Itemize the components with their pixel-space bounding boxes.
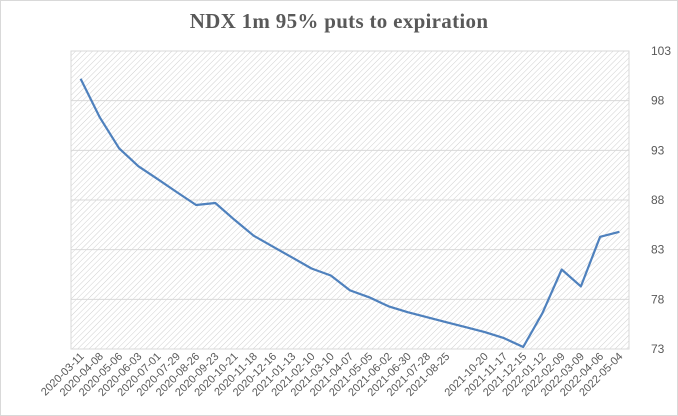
x-axis-ticks: 2020-03-112020-04-082020-05-062020-06-03… bbox=[39, 351, 625, 399]
y-tick-label: 78 bbox=[651, 292, 665, 306]
y-tick-label: 73 bbox=[651, 342, 665, 356]
y-tick-label: 103 bbox=[651, 44, 671, 58]
y-tick-label: 93 bbox=[651, 143, 665, 157]
y-gridlines bbox=[71, 50, 629, 350]
y-axis-ticks: 73 78 83 88 93 98 103 bbox=[651, 44, 671, 356]
chart-title: NDX 1m 95% puts to expiration bbox=[189, 9, 489, 33]
y-tick-label: 98 bbox=[651, 94, 665, 108]
series-line bbox=[79, 78, 620, 349]
y-tick-label: 83 bbox=[651, 243, 665, 257]
y-tick-label: 88 bbox=[651, 193, 665, 207]
